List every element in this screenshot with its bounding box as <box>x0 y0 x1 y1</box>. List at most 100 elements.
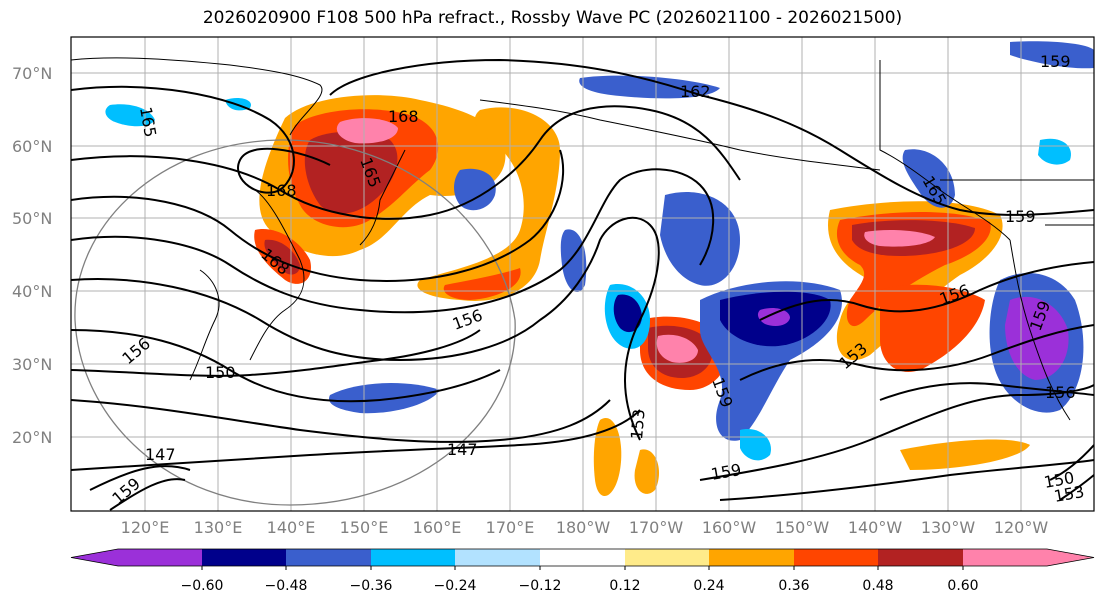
contour-line <box>89 465 191 491</box>
lat-label: 40°N <box>12 282 52 301</box>
longitude-labels: 120°E 130°E 140°E 150°E 160°E 170°E 180°… <box>121 518 1049 537</box>
colorbar-tick-label: −0.12 <box>519 578 562 594</box>
colorbar <box>70 548 1095 570</box>
contour-label: 159 <box>1005 207 1036 226</box>
negative-anomaly-region <box>1010 41 1094 69</box>
positive-anomaly-region <box>443 268 521 300</box>
coastline <box>879 60 1011 241</box>
contour-line <box>71 105 741 220</box>
contour-line <box>1049 444 1094 481</box>
lat-label: 60°N <box>12 137 52 156</box>
colorbar-tick-label: 0.36 <box>778 578 809 594</box>
colorbar-tick-labels: −0.60 −0.48 −0.36 −0.24 −0.12 0.12 0.24 … <box>181 578 979 594</box>
coastline <box>71 57 323 136</box>
lon-label: 120°W <box>994 518 1049 537</box>
negative-anomaly-region <box>105 104 155 127</box>
lon-label: 150°E <box>340 518 389 537</box>
colorbar-tick-label: −0.36 <box>350 578 393 594</box>
positive-anomaly-peak <box>656 334 698 363</box>
colorbar-segment <box>371 549 455 566</box>
negative-anomaly-region <box>560 229 587 293</box>
coastline <box>189 269 220 381</box>
lon-label: 130°E <box>194 518 243 537</box>
contour-label: 153 <box>627 408 649 440</box>
positive-anomaly-region <box>900 439 1030 470</box>
positive-anomaly-region <box>593 418 622 497</box>
colorbar-tick-label: 0.24 <box>693 578 724 594</box>
graticule <box>71 37 1094 511</box>
lon-label: 170°E <box>486 518 535 537</box>
lon-label: 180°W <box>556 518 611 537</box>
contour-line <box>879 382 1094 401</box>
contour-label: 156 <box>1045 383 1076 402</box>
latitude-labels: 70°N 60°N 50°N 40°N 30°N 20°N <box>12 64 52 447</box>
positive-anomaly-region <box>304 131 398 214</box>
colorbar-segment <box>455 549 540 566</box>
coastline <box>479 99 881 171</box>
negative-anomaly-peak <box>757 307 790 326</box>
contour-line <box>739 324 1094 381</box>
lon-label: 130°W <box>921 518 976 537</box>
contour-label: 147 <box>447 440 478 459</box>
lat-label: 70°N <box>12 64 52 83</box>
contour-line <box>699 384 1094 481</box>
colorbar-segment <box>202 549 286 566</box>
contour-line <box>1059 474 1094 501</box>
colorbar-segment <box>794 549 878 566</box>
contour-line <box>109 478 186 511</box>
lon-label: 140°W <box>848 518 903 537</box>
contour-label: 147 <box>145 445 176 464</box>
colorbar-outline <box>70 548 1095 567</box>
contour-line <box>71 85 331 194</box>
colorbar-extend-right <box>1047 549 1094 566</box>
lon-label: 140°E <box>267 518 316 537</box>
contour-line <box>71 149 565 282</box>
colorbar-tick-label: −0.24 <box>434 578 477 594</box>
contour-line <box>71 168 715 314</box>
coastline <box>359 149 406 246</box>
lon-label: 150°W <box>775 518 830 537</box>
contour-label: 159 <box>1040 52 1071 71</box>
negative-anomaly-region <box>329 383 440 414</box>
contour-line <box>71 329 481 377</box>
colorbar-tick-label: −0.60 <box>181 578 224 594</box>
colorbar-tick-label: 0.48 <box>862 578 893 594</box>
negative-anomaly-region <box>1038 138 1071 165</box>
colorbar-segment <box>878 549 963 566</box>
colorbar-tick-label: 0.60 <box>947 578 978 594</box>
contour-line <box>719 459 1094 501</box>
lon-label: 120°E <box>121 518 170 537</box>
colorbar-extend-left <box>71 549 118 566</box>
colorbar-tick-label: 0.12 <box>609 578 640 594</box>
negative-anomaly-region <box>902 149 955 208</box>
coastline <box>249 189 305 361</box>
colorbar-segment <box>709 549 794 566</box>
contour-line <box>71 216 660 441</box>
positive-anomaly-peak <box>864 229 935 247</box>
positive-anomaly-region <box>634 449 660 494</box>
lat-label: 30°N <box>12 355 52 374</box>
negative-anomaly-region <box>660 192 740 286</box>
contour-line <box>759 261 1094 321</box>
lat-label: 20°N <box>12 428 52 447</box>
contour-line <box>329 58 1094 216</box>
lon-label: 160°W <box>702 518 757 537</box>
colorbar-segment <box>118 549 202 566</box>
positive-anomaly-region <box>880 284 985 372</box>
colorbar-segment <box>540 549 625 566</box>
contour-label: 168 <box>266 181 297 200</box>
colorbar-tick-label: −0.48 <box>265 578 308 594</box>
contour-label: 162 <box>680 82 711 101</box>
positive-anomaly-region <box>417 107 560 301</box>
contour-line <box>71 329 501 403</box>
contour-line <box>71 399 611 443</box>
lon-label: 170°W <box>629 518 684 537</box>
negative-anomaly-strong <box>613 294 642 333</box>
colorbar-segment <box>286 549 371 566</box>
negative-anomaly-region <box>579 75 720 99</box>
contour-label: 150 <box>205 363 236 382</box>
contour-label: 168 <box>388 107 419 126</box>
colorbar-segment <box>963 549 1047 566</box>
colorbar-segment <box>625 549 709 566</box>
